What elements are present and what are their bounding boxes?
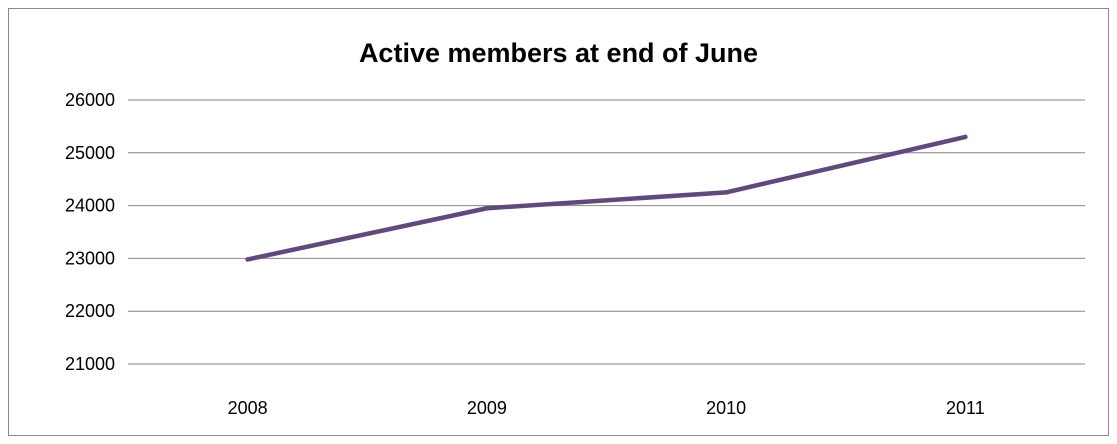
series-layer xyxy=(245,134,968,262)
data-point-2010 xyxy=(723,190,729,195)
data-point-2008 xyxy=(245,257,250,262)
data-point-2011 xyxy=(963,134,968,140)
chart-title: Active members at end of June xyxy=(358,38,759,68)
y-tick-label: 23000 xyxy=(65,248,115,268)
y-tick-label: 22000 xyxy=(65,301,115,321)
chart-frame xyxy=(8,8,1109,436)
y-tick-label: 26000 xyxy=(65,90,115,110)
series-line xyxy=(245,134,968,262)
y-tick-label: 24000 xyxy=(65,196,115,216)
y-axis-ticks: 21000 22000 23000 24000 25000 26000 xyxy=(65,90,115,374)
x-tick-label: 2009 xyxy=(467,398,507,418)
y-tick-label: 21000 xyxy=(65,354,115,374)
x-tick-label: 2010 xyxy=(706,398,746,418)
x-tick-label: 2011 xyxy=(946,398,985,418)
x-tick-label: 2008 xyxy=(228,398,268,418)
gridlines xyxy=(128,99,1085,365)
y-tick-label: 25000 xyxy=(65,143,115,163)
x-axis-ticks: 2008 2009 2010 2011 xyxy=(228,398,985,418)
data-point-2009 xyxy=(484,206,490,211)
